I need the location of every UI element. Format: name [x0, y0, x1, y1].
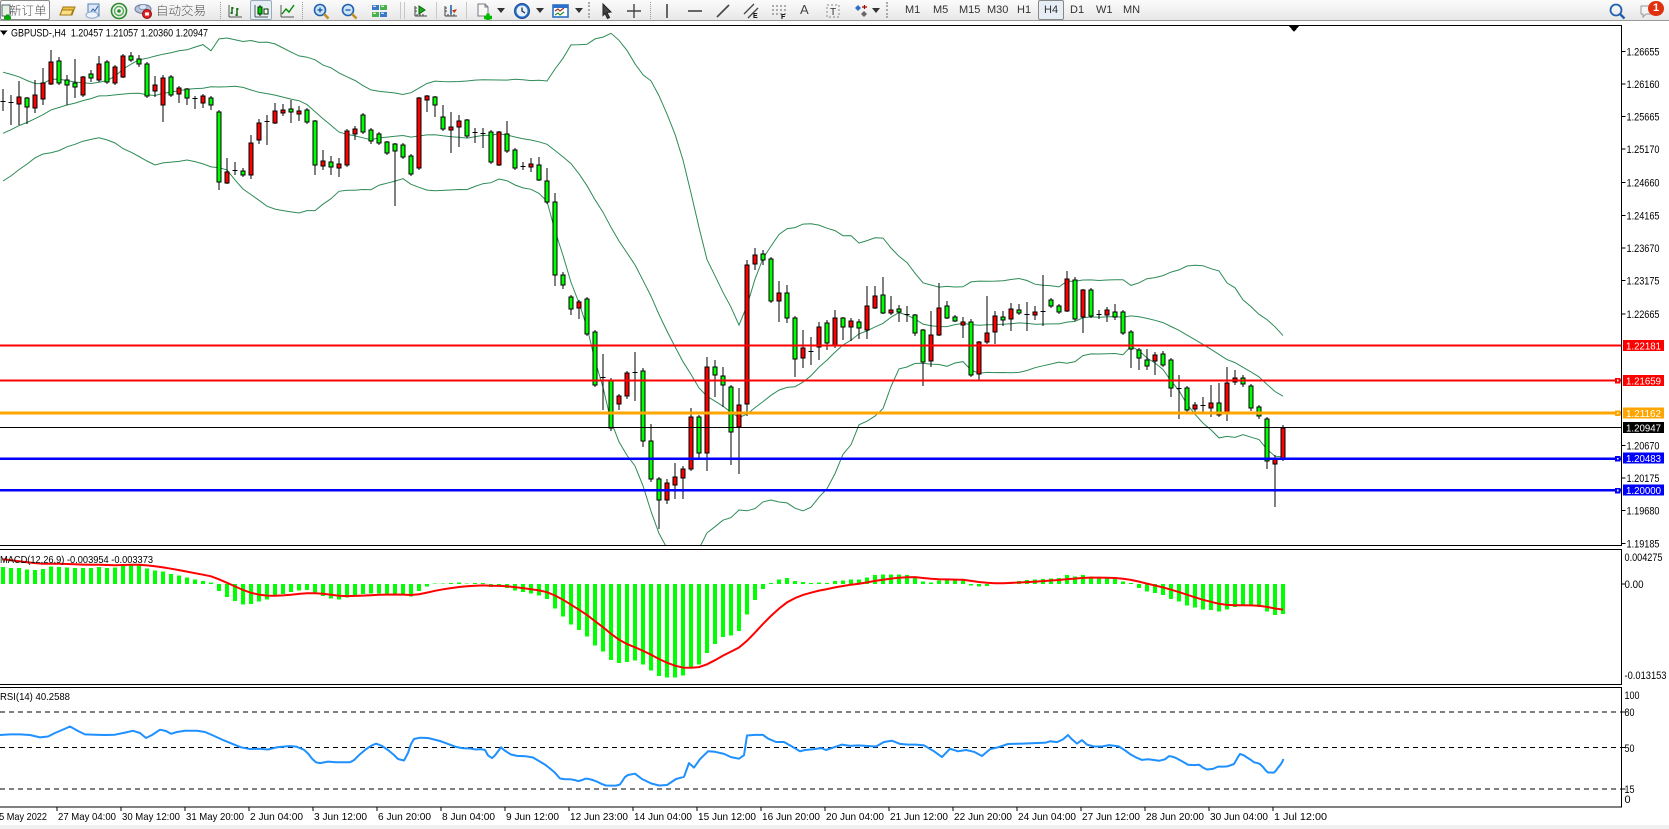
- svg-text:1.23670: 1.23670: [1627, 243, 1660, 255]
- svg-text:F: F: [781, 14, 786, 20]
- svg-text:80: 80: [1625, 707, 1635, 719]
- svg-text:-0.013153: -0.013153: [1625, 670, 1667, 682]
- svg-text:2 Jun 04:00: 2 Jun 04:00: [250, 811, 303, 823]
- svg-text:12 Jun 23:00: 12 Jun 23:00: [570, 811, 628, 823]
- svg-text:T: T: [830, 7, 836, 18]
- svg-text:30 May 12:00: 30 May 12:00: [122, 811, 180, 823]
- svg-text:50: 50: [1625, 743, 1635, 755]
- svg-text:1.20175: 1.20175: [1627, 473, 1660, 485]
- svg-text:GBPUSD-,H4 1.20457 1.21057 1.: GBPUSD-,H4 1.20457 1.21057 1.20360 1.209…: [11, 28, 208, 40]
- svg-text:1.25665: 1.25665: [1627, 111, 1660, 123]
- svg-text:27 May 04:00: 27 May 04:00: [58, 811, 116, 823]
- svg-text:1.25170: 1.25170: [1627, 144, 1660, 156]
- svg-text:MACD(12,26,9) -0.003954 -0.003: MACD(12,26,9) -0.003954 -0.003373: [0, 554, 153, 566]
- svg-text:20 Jun 04:00: 20 Jun 04:00: [826, 811, 884, 823]
- svg-text:14 Jun 04:00: 14 Jun 04:00: [634, 811, 692, 823]
- svg-text:22 Jun 20:00: 22 Jun 20:00: [954, 811, 1012, 823]
- svg-text:24 Jun 04:00: 24 Jun 04:00: [1018, 811, 1076, 823]
- svg-text:28 Jun 20:00: 28 Jun 20:00: [1146, 811, 1204, 823]
- svg-text:1.19185: 1.19185: [1627, 538, 1660, 550]
- svg-text:31 May 20:00: 31 May 20:00: [186, 811, 244, 823]
- svg-text:1.24165: 1.24165: [1627, 210, 1660, 222]
- svg-text:1.20670: 1.20670: [1627, 440, 1660, 452]
- svg-text:1.20947: 1.20947: [1626, 423, 1661, 435]
- svg-text:0.00: 0.00: [1625, 579, 1644, 591]
- svg-text:27 Jun 12:00: 27 Jun 12:00: [1082, 811, 1140, 823]
- svg-text:1.24660: 1.24660: [1627, 178, 1660, 190]
- svg-text:15 Jun 12:00: 15 Jun 12:00: [698, 811, 756, 823]
- svg-text:9 Jun 12:00: 9 Jun 12:00: [506, 811, 559, 823]
- svg-text:RSI(14) 40.2588: RSI(14) 40.2588: [0, 691, 70, 703]
- svg-text:1.21162: 1.21162: [1626, 408, 1661, 420]
- svg-text:15: 15: [1625, 784, 1635, 796]
- svg-text:1 Jul 12:00: 1 Jul 12:00: [1274, 811, 1327, 823]
- svg-text:1.19680: 1.19680: [1627, 506, 1660, 518]
- svg-text:1.26655: 1.26655: [1627, 46, 1660, 58]
- svg-text:6 Jun 20:00: 6 Jun 20:00: [378, 811, 431, 823]
- svg-text:16 Jun 20:00: 16 Jun 20:00: [762, 811, 820, 823]
- svg-text:30 Jun 04:00: 30 Jun 04:00: [1210, 811, 1268, 823]
- svg-text:1.22181: 1.22181: [1626, 340, 1661, 352]
- svg-text:1.20000: 1.20000: [1626, 485, 1661, 497]
- svg-text:0.004275: 0.004275: [1625, 552, 1663, 564]
- svg-text:1.26160: 1.26160: [1627, 79, 1660, 91]
- svg-text:1.20483: 1.20483: [1626, 453, 1661, 465]
- svg-text:100: 100: [1625, 690, 1640, 702]
- svg-text:E: E: [753, 13, 758, 20]
- svg-text:3 Jun 12:00: 3 Jun 12:00: [314, 811, 367, 823]
- svg-text:0: 0: [1625, 794, 1631, 806]
- svg-text:1.22665: 1.22665: [1627, 309, 1660, 321]
- svg-text:8 Jun 04:00: 8 Jun 04:00: [442, 811, 495, 823]
- svg-text:1.21659: 1.21659: [1626, 375, 1661, 387]
- svg-text:1.23175: 1.23175: [1627, 275, 1660, 287]
- svg-text:25 May 2022: 25 May 2022: [0, 811, 47, 823]
- svg-text:21 Jun 12:00: 21 Jun 12:00: [890, 811, 948, 823]
